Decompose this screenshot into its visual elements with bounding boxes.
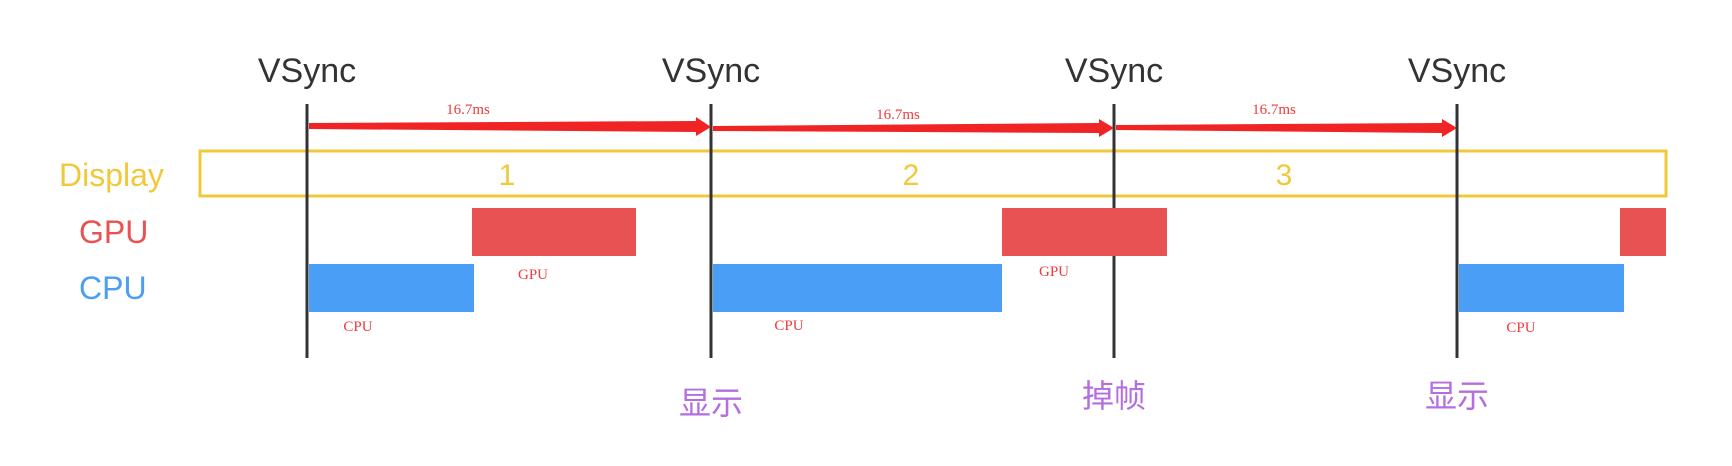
frame-number-3: 3 [1276, 159, 1293, 192]
interval-label-3: 16.7ms [1252, 102, 1296, 118]
cpu-bar-label-1: CPU [343, 319, 372, 335]
interval-arrow-3 [1116, 119, 1457, 137]
interval-arrow-1 [309, 117, 711, 136]
cpu-bar-1 [309, 264, 474, 312]
gpu-bar-label-1: GPU [518, 267, 548, 283]
gpu-bar-3 [1620, 208, 1666, 256]
event-label-display-1: 显示 [679, 384, 743, 422]
interval-label-2: 16.7ms [876, 107, 920, 123]
gpu-bar-2 [1002, 208, 1167, 256]
cpu-bar-2 [713, 264, 1002, 312]
cpu-bar-3 [1459, 264, 1624, 312]
interval-arrow-2 [713, 119, 1114, 137]
frame-number-2: 2 [903, 159, 920, 192]
row-label-cpu: CPU [79, 270, 147, 306]
cpu-bar-label-3: CPU [1506, 320, 1535, 336]
gpu-bar-1 [472, 208, 636, 256]
vsync-label-4: VSync [1408, 52, 1506, 90]
vsync-label-1: VSync [258, 52, 356, 90]
row-label-display: Display [59, 157, 164, 193]
row-label-gpu: GPU [79, 214, 148, 250]
event-label-dropped-frame: 掉帧 [1082, 377, 1146, 415]
cpu-bar-label-2: CPU [774, 318, 803, 334]
event-label-display-2: 显示 [1425, 377, 1489, 415]
vsync-label-2: VSync [662, 52, 760, 90]
gpu-bar-label-2: GPU [1039, 264, 1069, 280]
vsync-label-3: VSync [1065, 52, 1163, 90]
display-strip [198, 149, 1668, 198]
frame-number-1: 1 [499, 159, 516, 192]
interval-label-1: 16.7ms [446, 102, 490, 118]
